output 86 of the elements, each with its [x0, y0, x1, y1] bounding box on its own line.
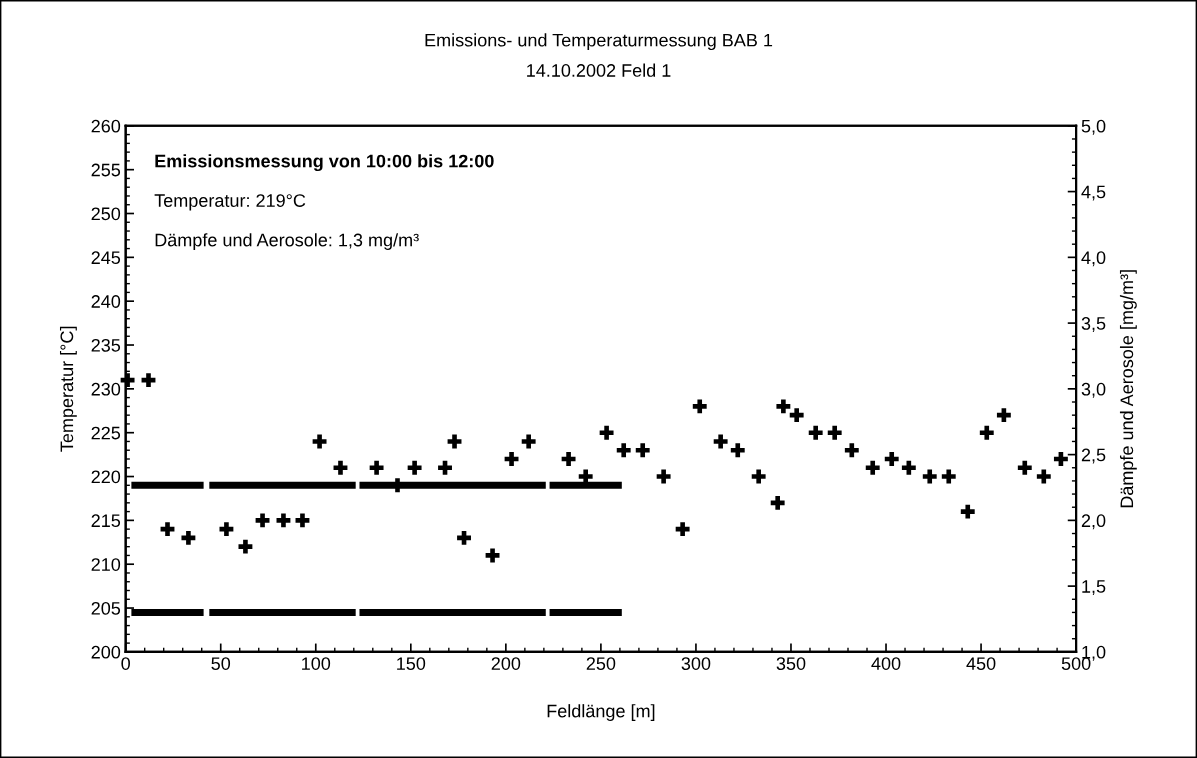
point	[457, 530, 471, 545]
point	[1017, 460, 1032, 475]
point	[485, 548, 500, 563]
y-tick-label: 200	[91, 645, 121, 659]
x-tick-label: 100	[302, 657, 331, 670]
point	[312, 434, 327, 449]
point	[141, 373, 156, 388]
y-tick-label: 260	[91, 119, 121, 133]
point	[160, 522, 175, 537]
point	[922, 469, 937, 484]
point	[656, 469, 671, 484]
y-tick-label: 230	[91, 382, 121, 396]
y-tick-label: 215	[91, 514, 121, 528]
point	[238, 539, 253, 554]
y2-tick-label: 4,0	[1081, 251, 1106, 267]
x-tick-label: 150	[397, 657, 426, 670]
point	[447, 434, 462, 449]
y-tick-label: 250	[91, 207, 121, 221]
point	[770, 495, 785, 510]
point	[675, 522, 690, 537]
x-tick-label: 300	[681, 657, 711, 670]
annotation: Temperatur: 219°C	[154, 194, 306, 211]
point	[1053, 452, 1068, 466]
y-tick-label: 220	[91, 470, 121, 484]
point	[827, 425, 842, 440]
y2-axis-title: Dämpfe und Aerosole [mg/m³]	[1119, 270, 1137, 508]
x-tick-label: 400	[871, 657, 901, 670]
x-axis-title: Feldlänge [m]	[547, 704, 655, 721]
y-tick-label: 240	[91, 295, 121, 308]
point	[219, 522, 234, 537]
point	[901, 460, 916, 475]
point	[276, 513, 291, 528]
point	[1036, 469, 1051, 484]
y-axis-title: Temperatur [°C]	[59, 326, 77, 452]
chart-title: Emissions- und Temperaturmessung BAB 1	[425, 33, 773, 51]
point	[776, 399, 791, 414]
y-tick-label: 235	[91, 338, 121, 352]
y2-tick-label: 3,0	[1081, 382, 1106, 398]
y2-tick-label: 1,5	[1082, 580, 1106, 595]
point	[941, 469, 956, 484]
y2-tick-label: 3,5	[1081, 317, 1106, 332]
y2-tick-label: 5,0	[1081, 119, 1106, 135]
y2-tick-label: 2,0	[1081, 514, 1106, 530]
point	[616, 443, 631, 458]
point	[181, 530, 196, 545]
point	[255, 513, 270, 528]
point	[751, 469, 766, 484]
point	[120, 373, 135, 388]
point	[730, 443, 745, 458]
point	[996, 408, 1011, 423]
point	[865, 460, 880, 475]
point	[808, 425, 823, 440]
x-tick-label: 0	[121, 657, 130, 670]
point	[960, 504, 975, 519]
point	[692, 399, 707, 414]
annotation: Emissionsmessung von 10:00 bis 12:00	[155, 154, 494, 172]
x-tick-label: 250	[586, 657, 616, 670]
point	[369, 460, 384, 475]
point	[295, 513, 310, 528]
point	[599, 425, 614, 440]
chart-subtitle: 14.10.2002 Feld 1	[527, 63, 671, 77]
point	[407, 460, 422, 475]
annotation: Dämpfe und Aerosole: 1,3 mg/m³	[155, 233, 419, 250]
x-tick-label: 350	[776, 657, 806, 670]
y-tick-label: 255	[91, 163, 121, 177]
point	[979, 425, 994, 440]
point	[844, 443, 859, 458]
point	[438, 460, 452, 475]
x-tick-label: 450	[966, 657, 996, 670]
point	[561, 452, 576, 466]
x-tick-label: 50	[211, 657, 231, 670]
point	[635, 443, 650, 458]
point	[713, 434, 728, 449]
point	[521, 434, 536, 449]
point	[504, 452, 519, 466]
y-tick-label: 245	[91, 251, 121, 265]
point	[884, 452, 899, 466]
y2-tick-label: 2,5	[1081, 448, 1106, 464]
point	[333, 460, 348, 475]
point	[578, 469, 593, 484]
x-tick-label: 200	[491, 657, 521, 670]
point	[789, 408, 804, 423]
y2-tick-label: 4,5	[1081, 185, 1106, 201]
y-tick-label: 210	[91, 558, 121, 571]
y-tick-label: 205	[91, 601, 121, 615]
y-tick-label: 225	[91, 426, 121, 440]
